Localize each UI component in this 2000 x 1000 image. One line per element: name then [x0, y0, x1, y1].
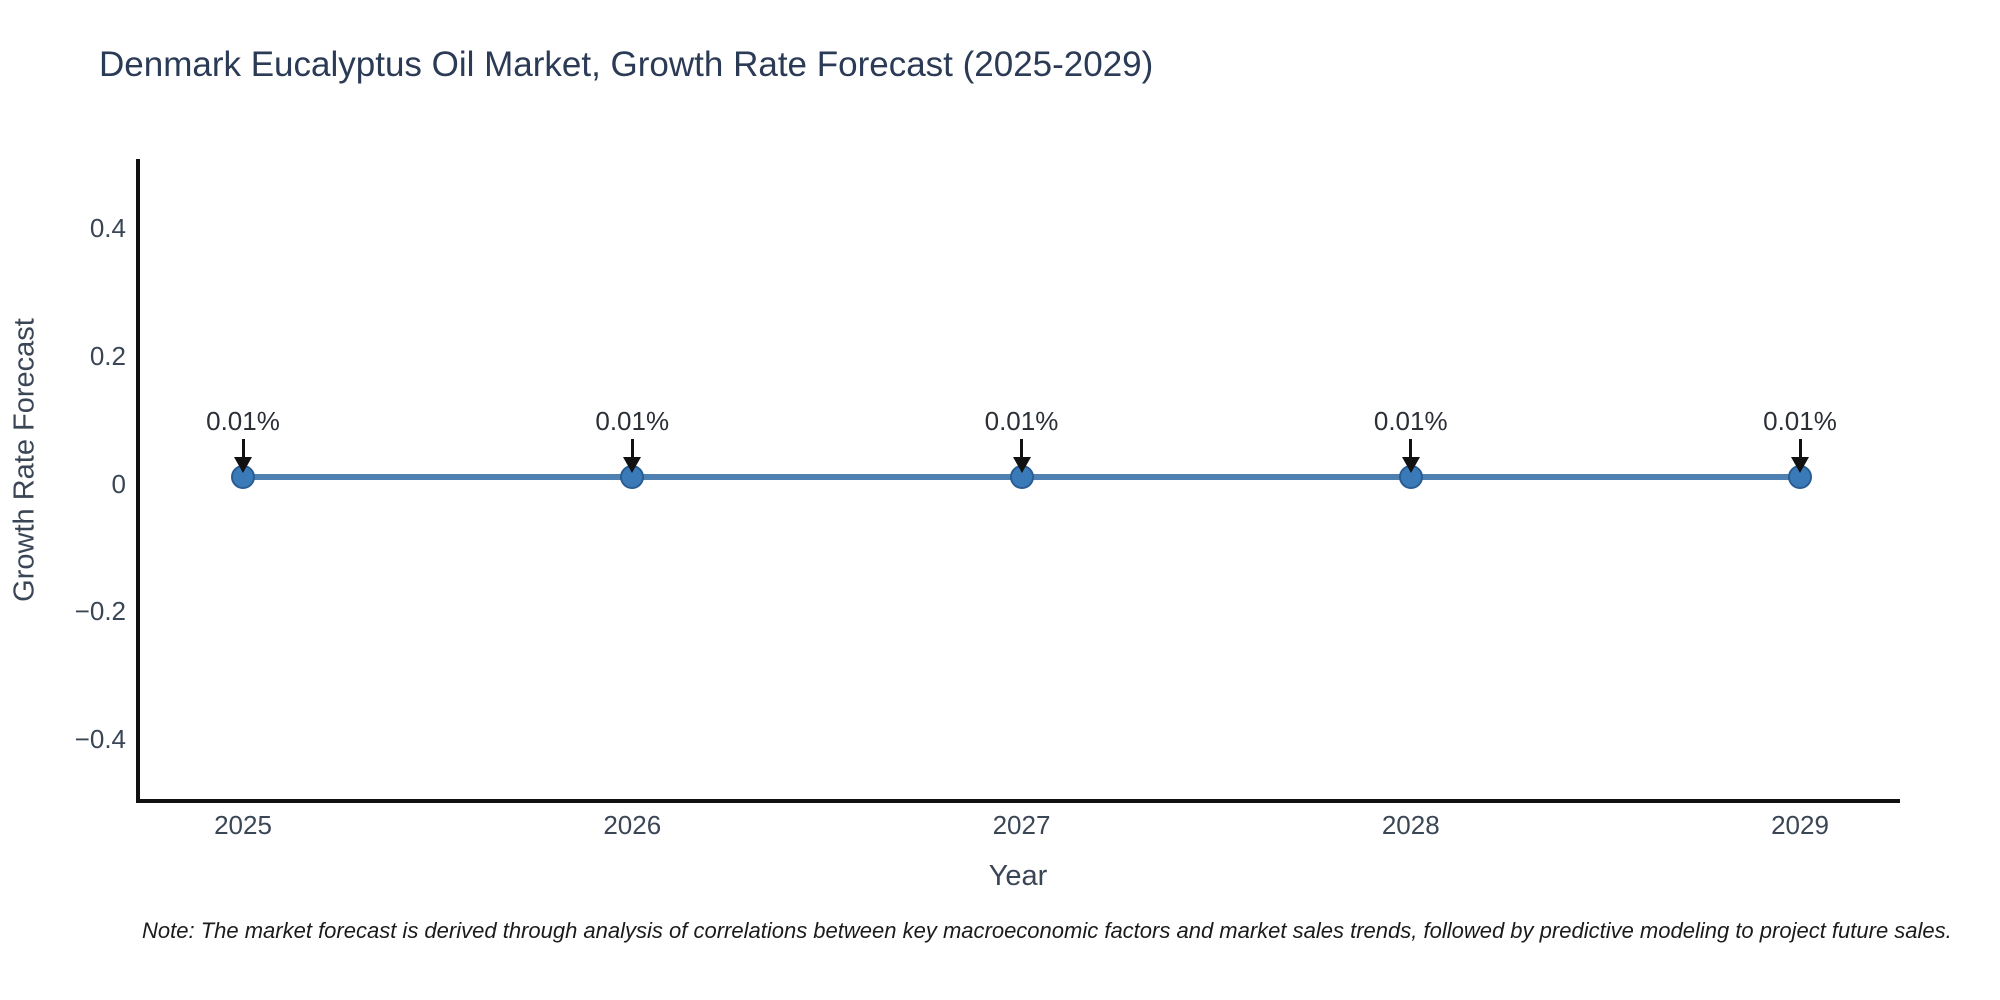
- annotation-arrow-head: [623, 457, 642, 474]
- annotation-arrow-stem: [630, 439, 634, 460]
- x-axis-title: Year: [988, 860, 1048, 892]
- x-tick-label: 2029: [1771, 810, 1829, 840]
- y-tick-label: −0.4: [74, 724, 126, 755]
- y-axis-line: [136, 159, 140, 803]
- annotation-label: 0.01%: [595, 406, 670, 437]
- x-tick-label: 2028: [1381, 810, 1440, 840]
- x-tick-label: 2025: [214, 810, 272, 840]
- annotation-arrow-stem: [1020, 439, 1023, 460]
- y-tick-label: 0: [111, 468, 126, 499]
- footnote: Note: The market forecast is derived thr…: [142, 918, 1952, 943]
- annotation-label: 0.01%: [206, 406, 280, 437]
- x-tick-label: 2027: [992, 810, 1051, 840]
- annotation-arrow-head: [234, 457, 252, 474]
- y-tick-label: 0.2: [89, 341, 126, 371]
- y-axis-title: Growth Rate Forecast: [8, 318, 41, 602]
- annotation-label: 0.01%: [1763, 406, 1837, 437]
- annotation-arrow-head: [1791, 457, 1809, 474]
- chart-title: Denmark Eucalyptus Oil Market, Growth Ra…: [99, 45, 1154, 84]
- annotation-arrow-head: [1012, 457, 1031, 474]
- y-tick-label: −0.2: [74, 596, 126, 627]
- annotation-label: 0.01%: [1373, 406, 1448, 437]
- annotation-arrow-stem: [1798, 439, 1802, 460]
- annotation-arrow-head: [1401, 457, 1420, 474]
- y-tick-label: 0.4: [89, 213, 126, 244]
- x-tick-label: 2026: [603, 810, 662, 840]
- annotation-arrow-stem: [1409, 439, 1413, 460]
- annotation-arrow-stem: [241, 439, 245, 460]
- annotation-label: 0.01%: [984, 406, 1059, 437]
- x-axis-line: [136, 799, 1900, 803]
